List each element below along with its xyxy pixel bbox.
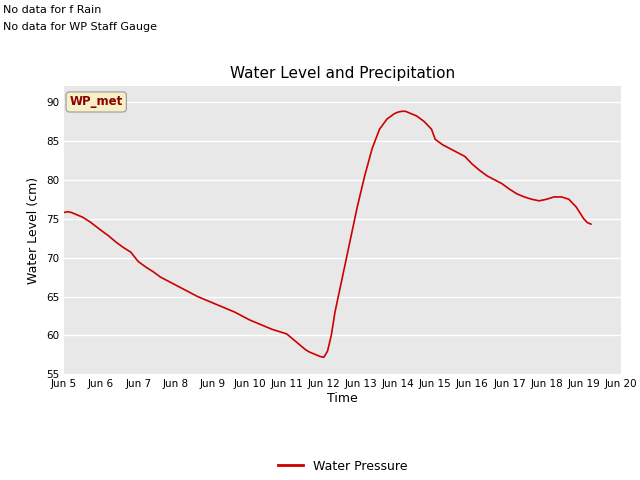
Text: WP_met: WP_met — [70, 96, 123, 108]
Text: No data for f Rain: No data for f Rain — [3, 5, 102, 15]
Y-axis label: Water Level (cm): Water Level (cm) — [28, 177, 40, 284]
Title: Water Level and Precipitation: Water Level and Precipitation — [230, 66, 455, 81]
X-axis label: Time: Time — [327, 392, 358, 405]
Text: No data for WP Staff Gauge: No data for WP Staff Gauge — [3, 22, 157, 32]
Legend: Water Pressure: Water Pressure — [273, 455, 412, 478]
